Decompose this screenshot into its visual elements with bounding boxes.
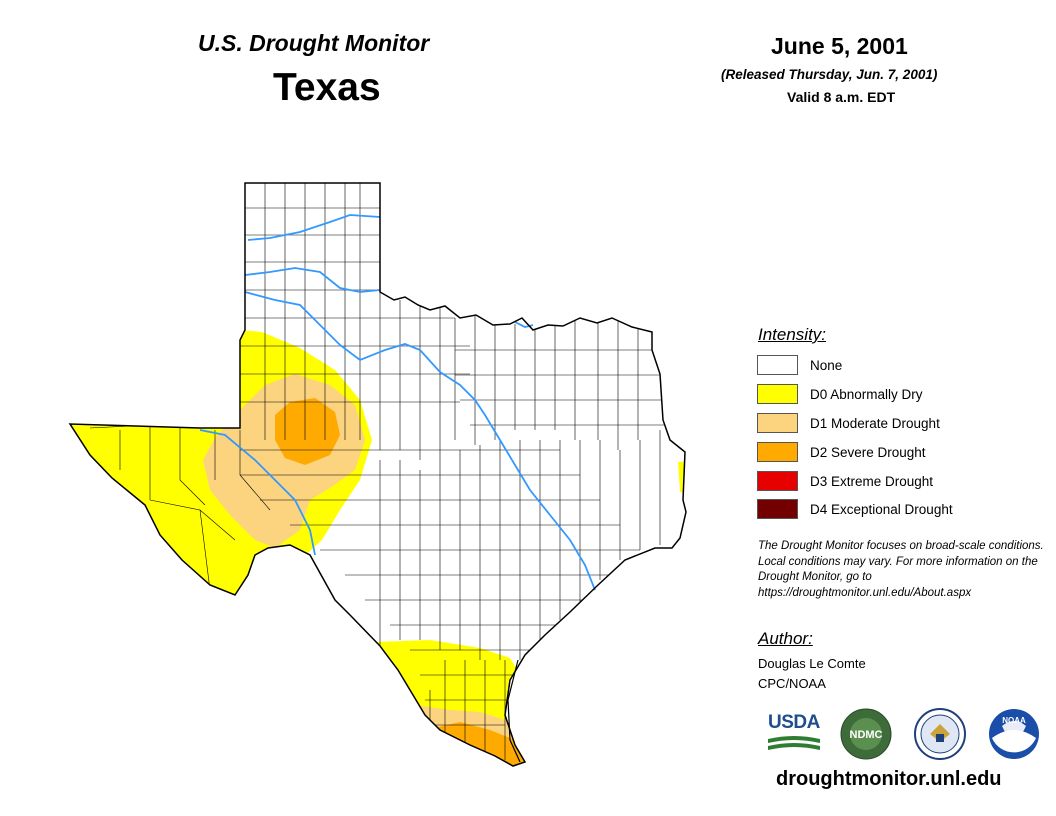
legend-item: D3 Extreme Drought: [757, 470, 933, 492]
state-name: Texas: [273, 66, 381, 109]
legend-label: D0 Abnormally Dry: [810, 386, 923, 402]
ndmc-logo: NDMC: [840, 708, 892, 760]
usda-logo-text: USDA: [768, 712, 820, 733]
author-organization: CPC/NOAA: [758, 676, 826, 691]
county-lines: [89, 183, 665, 760]
legend-swatch: [757, 471, 798, 491]
rivers: [199, 214, 596, 591]
legend-label: D3 Extreme Drought: [810, 473, 934, 489]
d2-area-west-texas: [275, 398, 340, 465]
coastline-island: [507, 659, 521, 763]
usda-wave-icon: [768, 736, 820, 750]
author-name: Douglas Le Comte: [758, 656, 866, 671]
legend-swatch: [757, 384, 798, 404]
state-outline-fill: [70, 183, 686, 766]
legend-item: D4 Exceptional Drought: [757, 498, 953, 520]
noaa-logo-text: NOAA: [1002, 716, 1026, 725]
legend-swatch: [757, 499, 798, 519]
legend-swatch: [757, 413, 798, 433]
website-url[interactable]: droughtmonitor.unl.edu: [776, 768, 1002, 790]
ndmc-logo-text: NDMC: [850, 729, 883, 741]
legend-item: D1 Moderate Drought: [757, 412, 940, 434]
release-date: (Released Thursday, Jun. 7, 2001): [721, 67, 938, 82]
author-heading: Author:: [758, 629, 813, 648]
usda-logo: USDA: [768, 712, 820, 752]
state-border: [68, 182, 687, 767]
legend-swatch: [757, 355, 798, 375]
legend-label: D2 Severe Drought: [810, 444, 926, 460]
legend-item: None: [757, 354, 842, 376]
legend-swatch: [757, 442, 798, 462]
disclaimer-note: The Drought Monitor focuses on broad-sca…: [758, 540, 1044, 599]
map-title: U.S. Drought Monitor: [198, 30, 430, 56]
map-date: June 5, 2001: [771, 33, 908, 59]
noaa-logo: NOAA: [989, 709, 1039, 759]
commerce-seal-logo: [914, 708, 966, 760]
legend-label: None: [810, 357, 843, 373]
valid-time: Valid 8 a.m. EDT: [787, 89, 896, 105]
legend-item: D2 Severe Drought: [757, 441, 926, 463]
d0-area-east-border: [678, 460, 686, 495]
legend-label: D1 Moderate Drought: [810, 415, 940, 431]
legend-heading: Intensity:: [758, 325, 827, 344]
legend-label: D4 Exceptional Drought: [810, 501, 953, 517]
legend-item: D0 Abnormally Dry: [757, 383, 923, 405]
